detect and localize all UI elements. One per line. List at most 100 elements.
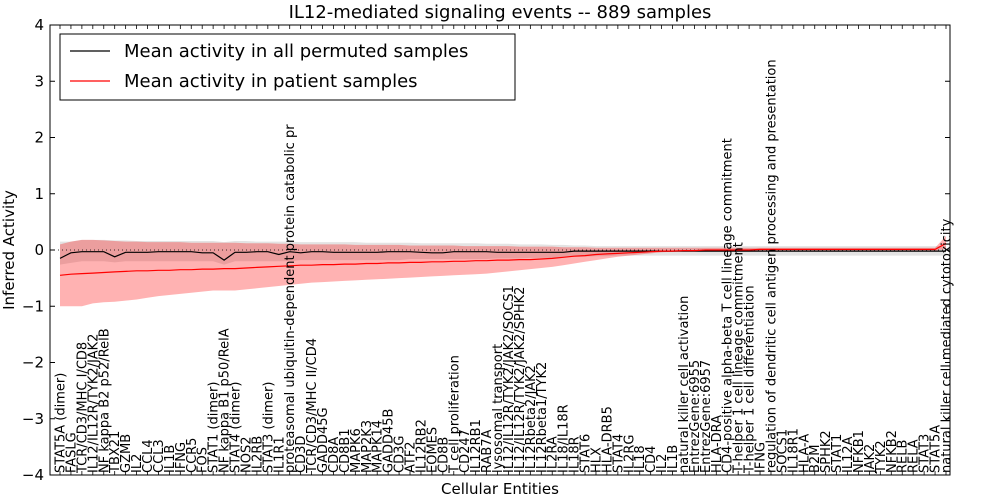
x-tick-label: TCR/CD3/MHC I/CD8 [75, 342, 90, 474]
x-tick-label: STAT5A (dimer) [54, 373, 69, 473]
x-tick-label: IL12RB2 [415, 419, 430, 473]
x-tick-label: IL12Rbeta1/TYK2 [535, 362, 550, 473]
y-axis-label: Inferred Activity [0, 190, 18, 310]
x-tick-label: regulation of dendritic cell antigen pro… [765, 59, 780, 473]
y-tick-label: 1 [34, 185, 44, 203]
x-tick-label: IL2RA [546, 436, 561, 473]
y-tick-label: 2 [34, 129, 44, 147]
x-tick-label: IL18R [568, 436, 583, 473]
x-tick-label: HLA-DRB5 [600, 406, 615, 473]
x-tick-label: ATF2 [404, 441, 419, 473]
x-tick-label: IL12A [841, 436, 856, 473]
x-tick-label: CD4 [644, 446, 659, 473]
x-tick-label: T-helper 1 cell lineage commitment [732, 242, 747, 474]
x-tick-label: IL1B [163, 445, 178, 473]
x-tick-label: natural killer cell mediated cytotoxicit… [940, 218, 955, 473]
x-tick-label: CCL3 [152, 439, 167, 473]
x-tick-label: IL1R1 [272, 436, 287, 473]
plot-frame [49, 24, 951, 476]
x-tick-label: T-helper 1 cell differentiation [743, 285, 758, 474]
y-tick-label: −1 [22, 297, 44, 315]
x-tick-label: IL18/IL18R [557, 404, 572, 473]
x-tick-label: NFKB1 [852, 430, 867, 473]
x-tick-label: EntrezGene:6957 [699, 360, 714, 473]
x-tick-label: T cell proliferation [447, 355, 462, 474]
x-tick-label: MAPK14 [371, 420, 386, 473]
x-tick-label: CD247 [458, 429, 473, 473]
x-tick-label: CCL4 [141, 439, 156, 473]
x-tick-label: IL2RG [622, 435, 637, 473]
y-tick-label: 4 [34, 16, 44, 34]
x-tick-label: HLA-A [797, 434, 812, 473]
y-tick-label: −3 [22, 410, 44, 428]
legend-box [59, 33, 516, 101]
x-tick-label: IFNG [754, 442, 769, 473]
x-tick-label: proteasomal ubiquitin-dependent protein … [283, 124, 298, 473]
x-tick-label: SOCS1 [775, 429, 790, 473]
x-axis-label: Cellular Entities [441, 480, 559, 498]
x-tick-label: IL1B [666, 445, 681, 473]
x-tick-label: RELB [896, 440, 911, 473]
x-tick-label: CD3D [294, 436, 309, 473]
x-tick-label: IFNG [174, 442, 189, 473]
x-tick-label: GADD45B [382, 409, 397, 473]
series-line-patient [59, 242, 947, 276]
legend: Mean activity in all permuted samples Me… [59, 33, 516, 101]
x-tick-label: NOS2 [240, 437, 255, 473]
x-tick-label: IL12Rbeta2/JAK2 [524, 365, 539, 473]
x-tick-label: GZMB [119, 434, 134, 473]
x-tick-label: MAPK6 [349, 428, 364, 473]
x-tick-label: IL18 [633, 445, 648, 473]
y-tick-label: 0 [34, 241, 44, 259]
x-tick-label: TYK2 [874, 440, 889, 474]
x-tick-label: TCR/CD3/MHC II/CD4 [305, 338, 320, 474]
x-tick-label: CD4-positive alpha-beta T cell lineage c… [721, 138, 736, 473]
x-tick-label: CD8B1 [338, 428, 353, 473]
x-tick-label: NF kappa B2 p52/RelB [97, 328, 112, 473]
x-tick-label: GADD45G [316, 407, 331, 473]
x-tick-label: FASLG [64, 432, 79, 473]
x-tick-label: STAT4 [611, 434, 626, 473]
x-tick-label: FOS [196, 447, 211, 473]
x-tick-label: STAT5A [929, 425, 944, 473]
x-tick-label: CD8B [436, 437, 451, 473]
chart-title: IL12-mediated signaling events -- 889 sa… [289, 2, 712, 23]
x-tick-label: natural killer cell activation [677, 296, 692, 473]
x-tick-label: RAB7A [480, 429, 495, 473]
x-tick-label: IL2 [655, 454, 670, 473]
x-tick-label: RELA [907, 439, 922, 473]
x-tick-label: NF kappa B1 p50/RelA [218, 328, 233, 473]
x-tick-label: MAP2K3 [360, 420, 375, 473]
x-tick-label: SPHK2 [819, 430, 834, 473]
x-tick-label: HLA-DRA [710, 415, 725, 473]
x-tick-label: STAT3 (dimer) [261, 382, 276, 473]
x-tick-label: IL18R1 [786, 428, 801, 473]
legend-label-patient: Mean activity in patient samples [124, 71, 418, 92]
y-tick-label: 3 [34, 72, 44, 90]
y-tick-label: −2 [22, 354, 44, 372]
axis-ticks: −4 −3 −2 −1 0 1 2 3 4 [22, 16, 950, 484]
legend-label-permuted: Mean activity in all permuted samples [124, 41, 468, 62]
x-tick-label: JAK2 [863, 444, 878, 474]
x-tick-label: IL12/IL12R/TYK2/JAK2 [86, 334, 101, 473]
series-lines [59, 242, 947, 276]
x-tick-label: B2M [808, 445, 823, 473]
x-tick-label: IL12/IL12R/TYK2/JAK2/SOCS1 [502, 285, 517, 473]
x-tick-label: STAT6 [579, 434, 594, 473]
x-tick-label: NFKB2 [885, 430, 900, 473]
x-tick-label: STAT3 [918, 434, 933, 473]
x-tick-label: HLX [590, 447, 605, 473]
x-tick-label: lysosomal transport [491, 344, 506, 473]
x-tick-label: CD8A [327, 437, 342, 473]
series-line-permuted [59, 250, 946, 261]
x-tick-label: STAT1 [830, 434, 845, 473]
x-tick-label: CD3G [393, 436, 408, 473]
x-tick-label: STAT4 (dimer) [229, 382, 244, 473]
x-tick-label: TBX21 [108, 431, 123, 474]
y-tick-label: −4 [22, 466, 44, 484]
x-tick-label: IL2 [130, 454, 145, 473]
x-tick-label: CCR5 [185, 438, 200, 473]
x-tick-label: STAT1 (dimer) [207, 382, 222, 473]
